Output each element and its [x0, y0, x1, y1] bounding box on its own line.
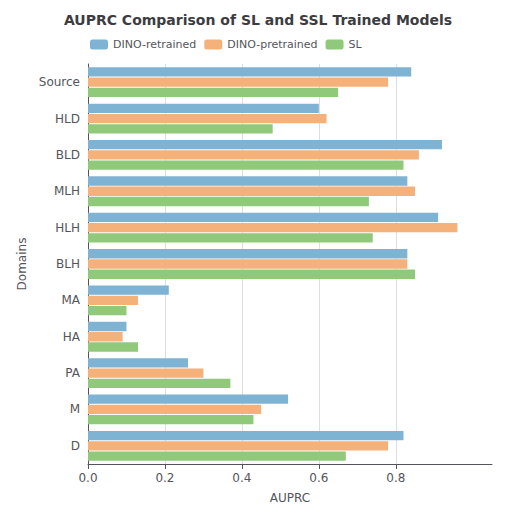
svg-text:SL: SL [349, 38, 363, 51]
svg-text:0.6: 0.6 [309, 471, 328, 485]
svg-text:M: M [70, 402, 80, 416]
svg-text:0.2: 0.2 [155, 471, 174, 485]
svg-text:D: D [71, 439, 80, 453]
svg-text:HLD: HLD [55, 112, 80, 126]
svg-text:DINO-retrained: DINO-retrained [113, 38, 196, 51]
svg-text:MLH: MLH [54, 184, 80, 198]
svg-text:DINO-pretrained: DINO-pretrained [227, 38, 317, 51]
svg-text:AUPRC: AUPRC [270, 491, 310, 505]
svg-text:Domains: Domains [15, 238, 29, 291]
svg-text:HA: HA [63, 330, 81, 344]
svg-text:MA: MA [61, 293, 80, 307]
svg-text:HLH: HLH [55, 221, 80, 235]
svg-text:BLD: BLD [56, 148, 80, 162]
svg-text:0.4: 0.4 [232, 471, 251, 485]
svg-text:0.0: 0.0 [78, 471, 97, 485]
svg-text:PA: PA [65, 366, 80, 380]
svg-text:0.8: 0.8 [386, 471, 405, 485]
svg-text:Source: Source [39, 75, 80, 89]
svg-text:BLH: BLH [56, 257, 80, 271]
svg-text:AUPRC Comparison of SL and SSL: AUPRC Comparison of SL and SSL Trained M… [64, 12, 452, 28]
